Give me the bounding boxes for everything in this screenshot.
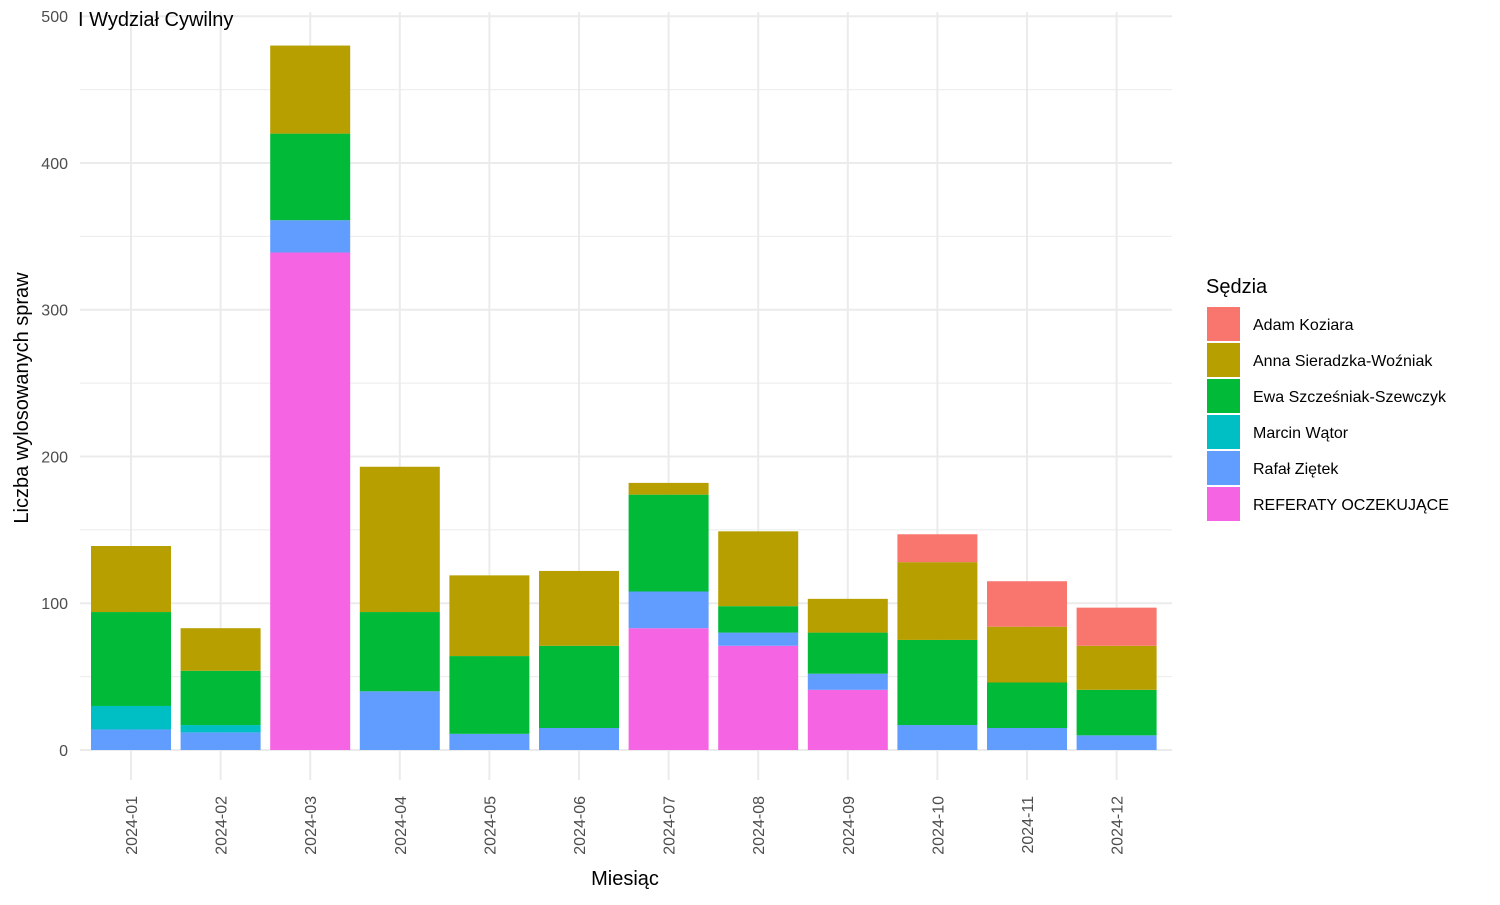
bar-segment <box>180 670 261 726</box>
bar-segment <box>91 612 171 706</box>
y-axis-title: Liczba wylosowanych spraw <box>11 272 33 524</box>
y-tick-label: 300 <box>41 303 68 320</box>
bar-segment <box>270 220 351 253</box>
bar-segment <box>897 639 978 726</box>
x-tick-label: 2024-07 <box>662 796 679 855</box>
legend-label: Anna Sieradzka-Woźniak <box>1253 353 1433 370</box>
bar-segment <box>987 727 1067 750</box>
bar-segment <box>180 725 261 733</box>
legend-label: Ewa Szcześniak-Szewczyk <box>1253 389 1447 406</box>
bar-segment <box>180 732 261 750</box>
bar-segment <box>91 546 171 613</box>
x-tick-label: 2024-09 <box>841 796 858 855</box>
bar-segment <box>449 575 530 657</box>
x-tick-label: 2024-03 <box>303 796 320 855</box>
bar-segment <box>1076 735 1157 750</box>
legend: Sędzia Adam Koziara Anna Sieradzka-Woźnia… <box>1206 276 1449 521</box>
x-tick-label: 2024-04 <box>393 796 410 855</box>
legend-label: REFERATY OCZEKUJĄCE <box>1253 497 1449 514</box>
bar-segment <box>628 628 709 750</box>
bar-segment <box>628 482 709 495</box>
legend-label: Marcin Wątor <box>1253 425 1349 442</box>
bar-segment <box>987 581 1067 627</box>
bar-segment <box>449 656 530 734</box>
x-tick-label: 2024-10 <box>930 796 947 855</box>
bar-segment <box>91 729 171 750</box>
bar-segment <box>180 628 261 671</box>
bar-segment <box>359 612 440 692</box>
bar-segment <box>897 562 978 640</box>
bar-segment <box>628 591 709 629</box>
bar-segment <box>987 626 1067 683</box>
bar-segment <box>718 606 799 633</box>
y-tick-label: 400 <box>41 156 68 173</box>
bar-segment <box>359 691 440 750</box>
bar-segment <box>807 673 888 690</box>
x-tick-label: 2024-02 <box>214 796 231 855</box>
bar-segment <box>270 45 351 134</box>
legend-key <box>1207 379 1240 413</box>
bar-segment <box>897 725 978 750</box>
y-tick-label: 0 <box>59 743 68 760</box>
x-tick-label: 2024-08 <box>751 796 768 855</box>
bar-segment <box>539 645 619 728</box>
legend-key <box>1207 415 1240 449</box>
bar-segment <box>539 570 619 646</box>
legend-items: Adam Koziara Anna Sieradzka-Woźniak Ewa Sz… <box>1207 307 1449 521</box>
bar-segment <box>718 645 799 750</box>
y-tick-label: 200 <box>41 449 68 466</box>
bar-segment <box>449 733 530 750</box>
bar-layer <box>91 45 1157 751</box>
legend-key <box>1207 307 1240 341</box>
legend-key <box>1207 343 1240 377</box>
bar-segment <box>1076 645 1157 690</box>
y-tick-label: 100 <box>41 596 68 613</box>
bar-segment <box>807 632 888 674</box>
bar-segment <box>628 494 709 592</box>
bar-segment <box>718 531 799 607</box>
axis-layer: 0 100 200 300 400 500 2024-01 2024-02 2024-03 202… <box>41 9 1126 855</box>
legend-label: Adam Koziara <box>1253 317 1354 334</box>
legend-key <box>1207 487 1240 521</box>
bar-segment <box>987 682 1067 728</box>
x-tick-label: 2024-12 <box>1110 796 1127 855</box>
bar-segment <box>718 632 799 646</box>
bar-segment <box>897 534 978 563</box>
bar-segment <box>91 705 171 730</box>
bar-segment <box>1076 689 1157 736</box>
bar-segment <box>539 727 619 750</box>
bar-segment <box>270 133 351 221</box>
x-tick-label: 2024-06 <box>572 796 589 855</box>
x-tick-label: 2024-05 <box>482 796 499 855</box>
x-tick-label: 2024-11 <box>1020 796 1037 854</box>
legend-title: Sędzia <box>1206 276 1268 298</box>
chart-title: I Wydział Cywilny <box>78 9 233 31</box>
bar-segment <box>807 598 888 633</box>
y-tick-label: 500 <box>41 9 68 26</box>
x-tick-label: 2024-01 <box>124 796 141 855</box>
bar-segment <box>270 252 351 751</box>
legend-key <box>1207 451 1240 485</box>
legend-label: Rafał Ziętek <box>1253 461 1339 478</box>
bar-segment <box>1076 607 1157 646</box>
bar-segment <box>359 466 440 613</box>
bar-segment <box>807 689 888 750</box>
x-axis-title: Miesiąc <box>591 868 659 890</box>
